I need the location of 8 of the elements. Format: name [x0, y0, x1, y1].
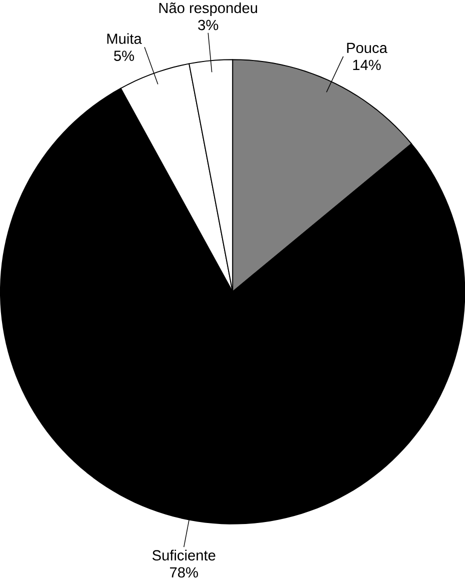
slice-label: Muita	[107, 33, 142, 44]
data-label: 14%	[353, 60, 381, 70]
data-label: 3%	[198, 20, 218, 30]
slice-label: Suficiente	[152, 550, 216, 561]
slice-label: Pouca	[347, 42, 388, 54]
data-label: 78%	[170, 567, 198, 578]
data-label: 5%	[114, 50, 134, 61]
slice-label: Não respondeu	[159, 2, 257, 16]
